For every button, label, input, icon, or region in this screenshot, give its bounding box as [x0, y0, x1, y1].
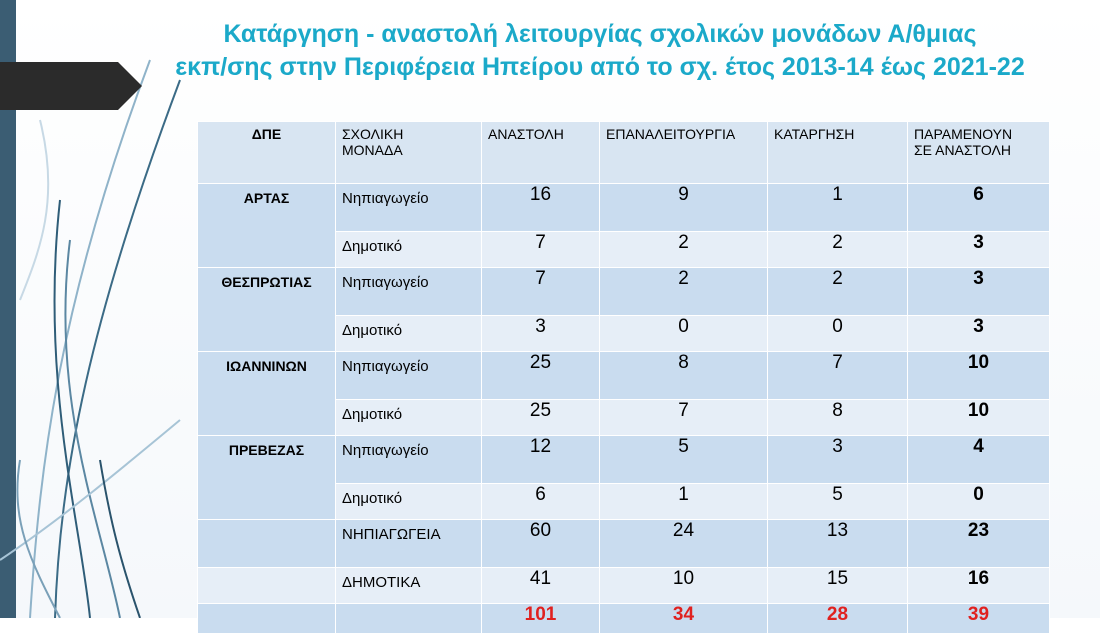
header-remaining: ΠΑΡΑΜΕΝΟΥΝ ΣΕ ΑΝΑΣΤΟΛΗ [907, 121, 1050, 184]
header-dpe: ΔΠΕ [197, 121, 336, 184]
unit-cell: Δημοτικό [335, 315, 482, 352]
reopening-cell: 8 [599, 351, 768, 400]
header-school-unit: ΣΧΟΛΙΚΗ ΜΟΝΑΔΑ [335, 121, 482, 184]
abolition-cell: 0 [767, 315, 908, 352]
suspension-cell: 12 [481, 435, 600, 484]
table-row: ΠΡΕΒΕΖΑΣ Νηπιαγωγείο 12 5 3 4 [197, 435, 1050, 520]
table-row: Δημοτικό 7 2 2 3 [198, 231, 1050, 268]
decorative-curves [0, 59, 181, 618]
table-row: ΙΩΑΝΝΙΝΩΝ Νηπιαγωγείο 25 8 7 10 [197, 351, 1050, 436]
abolition-cell: 13 [767, 519, 908, 568]
schools-table: ΔΠΕ ΣΧΟΛΙΚΗ ΜΟΝΑΔΑ ΑΝΑΣΤΟΛΗ ΕΠΑΝΑΛΕΙΤΟΥΡ… [197, 121, 1050, 634]
total-reopening: 34 [599, 603, 768, 634]
remaining-cell: 4 [907, 435, 1050, 484]
abolition-cell: 15 [767, 567, 908, 604]
remaining-cell: 3 [907, 315, 1050, 352]
reopening-cell: 7 [599, 399, 768, 436]
abolition-cell: 2 [767, 231, 908, 268]
abolition-cell: 7 [767, 351, 908, 400]
remaining-cell: 3 [907, 231, 1050, 268]
abolition-cell: 8 [767, 399, 908, 436]
table-row: ΑΡΤΑΣ Νηπιαγωγείο 16 9 1 6 [197, 183, 1050, 268]
header-school-unit-line2: ΜΟΝΑΔΑ [342, 142, 403, 158]
total-suspension: 101 [481, 603, 600, 634]
slide-arrow-tab [0, 62, 142, 110]
suspension-cell: 25 [481, 399, 600, 436]
totals-row: 101 34 28 39 [197, 603, 1050, 634]
suspension-cell: 6 [481, 483, 600, 520]
unit-cell [335, 603, 482, 634]
slide-title: Κατάργηση - αναστολή λειτουργίας σχολικώ… [110, 18, 1090, 84]
table-header-row: ΔΠΕ ΣΧΟΛΙΚΗ ΜΟΝΑΔΑ ΑΝΑΣΤΟΛΗ ΕΠΑΝΑΛΕΙΤΟΥΡ… [197, 121, 1050, 184]
table-row: Δημοτικό 6 1 5 0 [198, 483, 1050, 520]
total-abolition: 28 [767, 603, 908, 634]
remaining-cell: 0 [907, 483, 1050, 520]
suspension-cell: 7 [481, 231, 600, 268]
suspension-cell: 16 [481, 183, 600, 232]
dpe-cell: ΠΡΕΒΕΖΑΣ [197, 435, 336, 520]
remaining-cell: 10 [907, 399, 1050, 436]
dpe-cell: ΙΩΑΝΝΙΝΩΝ [197, 351, 336, 436]
reopening-cell: 2 [599, 231, 768, 268]
dpe-cell: ΑΡΤΑΣ [197, 183, 336, 268]
table-row: ΔΗΜΟΤΙΚΑ 41 10 15 16 [197, 567, 1050, 604]
unit-cell: Νηπιαγωγείο [335, 267, 482, 316]
suspension-cell: 25 [481, 351, 600, 400]
unit-cell: Νηπιαγωγείο [335, 351, 482, 400]
unit-cell: Δημοτικό [335, 483, 482, 520]
unit-cell: Νηπιαγωγείο [335, 435, 482, 484]
unit-cell: Δημοτικό [335, 231, 482, 268]
abolition-cell: 2 [767, 267, 908, 316]
remaining-cell: 10 [907, 351, 1050, 400]
abolition-cell: 5 [767, 483, 908, 520]
unit-cell: ΝΗΠΙΑΓΩΓΕΙΑ [335, 519, 482, 568]
suspension-cell: 7 [481, 267, 600, 316]
unit-cell: Δημοτικό [335, 399, 482, 436]
header-remaining-line1: ΠΑΡΑΜΕΝΟΥΝ [914, 126, 1013, 142]
table-row: Δημοτικό 25 7 8 10 [198, 399, 1050, 436]
unit-cell: Νηπιαγωγείο [335, 183, 482, 232]
suspension-cell: 60 [481, 519, 600, 568]
left-decorative-band [0, 0, 16, 618]
header-remaining-line2: ΣΕ ΑΝΑΣΤΟΛΗ [914, 142, 1011, 158]
reopening-cell: 5 [599, 435, 768, 484]
header-suspension: ΑΝΑΣΤΟΛΗ [481, 121, 600, 184]
table-row: Δημοτικό 3 0 0 3 [198, 315, 1050, 352]
suspension-cell: 41 [481, 567, 600, 604]
remaining-cell: 6 [907, 183, 1050, 232]
reopening-cell: 9 [599, 183, 768, 232]
suspension-cell: 3 [481, 315, 600, 352]
dpe-cell [197, 519, 336, 568]
table-row: ΘΕΣΠΡΩΤΙΑΣ Νηπιαγωγείο 7 2 2 3 [197, 267, 1050, 352]
reopening-cell: 24 [599, 519, 768, 568]
table-row: ΝΗΠΙΑΓΩΓΕΙΑ 60 24 13 23 [197, 519, 1050, 568]
title-line-2: εκπ/σης στην Περιφέρεια Ηπείρου από το σ… [175, 53, 1025, 81]
abolition-cell: 3 [767, 435, 908, 484]
unit-cell: ΔΗΜΟΤΙΚΑ [335, 567, 482, 604]
dpe-cell [197, 603, 336, 634]
remaining-cell: 23 [907, 519, 1050, 568]
remaining-cell: 16 [907, 567, 1050, 604]
reopening-cell: 10 [599, 567, 768, 604]
abolition-cell: 1 [767, 183, 908, 232]
remaining-cell: 3 [907, 267, 1050, 316]
header-school-unit-line1: ΣΧΟΛΙΚΗ [342, 126, 404, 142]
header-reopening: ΕΠΑΝΑΛΕΙΤΟΥΡΓΙΑ [599, 121, 768, 184]
title-line-1: Κατάργηση - αναστολή λειτουργίας σχολικώ… [223, 20, 977, 48]
reopening-cell: 1 [599, 483, 768, 520]
header-abolition: ΚΑΤΑΡΓΗΣΗ [767, 121, 908, 184]
dpe-cell: ΘΕΣΠΡΩΤΙΑΣ [197, 267, 336, 352]
dpe-cell [197, 567, 336, 604]
reopening-cell: 2 [599, 267, 768, 316]
reopening-cell: 0 [599, 315, 768, 352]
total-remaining: 39 [907, 603, 1050, 634]
